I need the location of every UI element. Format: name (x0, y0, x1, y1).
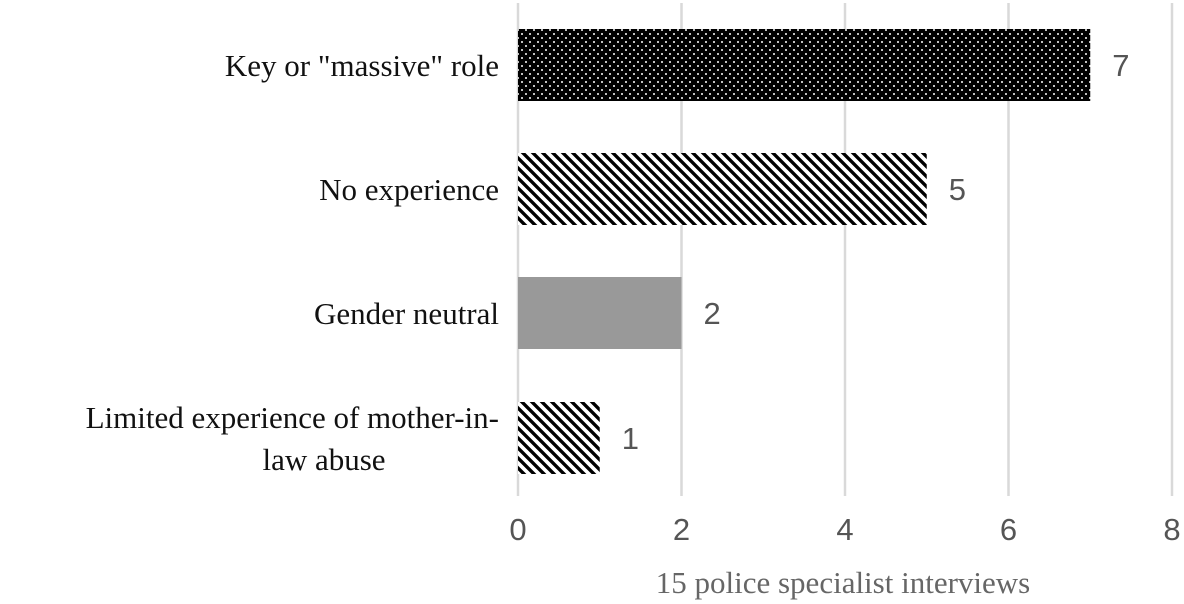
category-label-line: No experience (319, 172, 499, 207)
x-tick-label: 2 (673, 512, 690, 547)
bar (518, 402, 600, 474)
category-label: Key or "massive" role (225, 48, 499, 83)
category-label-line: law abuse (262, 442, 385, 477)
x-axis-title: 15 police specialist interviews (656, 565, 1030, 600)
bar (518, 29, 1091, 101)
bar (518, 153, 927, 225)
data-label: 5 (949, 172, 966, 207)
x-tick-label: 8 (1163, 512, 1180, 547)
data-label: 2 (704, 296, 721, 331)
x-tick-label: 4 (836, 512, 853, 547)
category-label: Gender neutral (314, 296, 499, 331)
category-label-line: Gender neutral (314, 296, 499, 331)
x-tick-label: 0 (509, 512, 526, 547)
x-tick-label: 6 (1000, 512, 1017, 547)
category-label: Limited experience of mother-in-law abus… (86, 400, 499, 477)
category-label-line: Limited experience of mother-in- (86, 400, 499, 435)
data-label: 1 (622, 421, 639, 456)
bar (518, 277, 682, 349)
category-label-line: Key or "massive" role (225, 48, 499, 83)
data-label: 7 (1112, 48, 1129, 83)
category-label: No experience (319, 172, 499, 207)
